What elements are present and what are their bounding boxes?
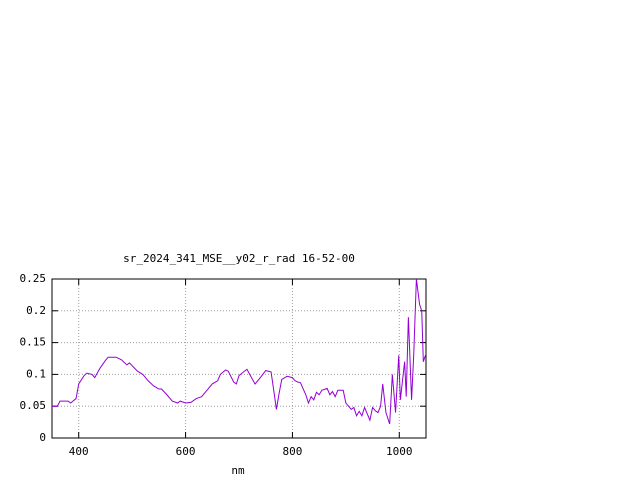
data-line bbox=[52, 278, 426, 425]
y-tick-label: 0.1 bbox=[26, 367, 46, 380]
chart-title: sr_2024_341_MSE__y02_r_rad 16-52-00 bbox=[123, 252, 355, 265]
y-tick-label: 0 bbox=[39, 431, 46, 444]
x-tick-label: 1000 bbox=[386, 445, 413, 458]
x-tick-label: 800 bbox=[282, 445, 302, 458]
plot-border bbox=[51, 278, 427, 439]
x-tick-label: 400 bbox=[69, 445, 89, 458]
x-axis-label: nm bbox=[231, 464, 245, 477]
y-tick-label: 0.05 bbox=[20, 399, 47, 412]
x-tick-label: 600 bbox=[176, 445, 196, 458]
y-tick-label: 0.15 bbox=[20, 336, 47, 349]
y-tick-label: 0.2 bbox=[26, 304, 46, 317]
y-tick-label: 0.25 bbox=[20, 272, 47, 285]
